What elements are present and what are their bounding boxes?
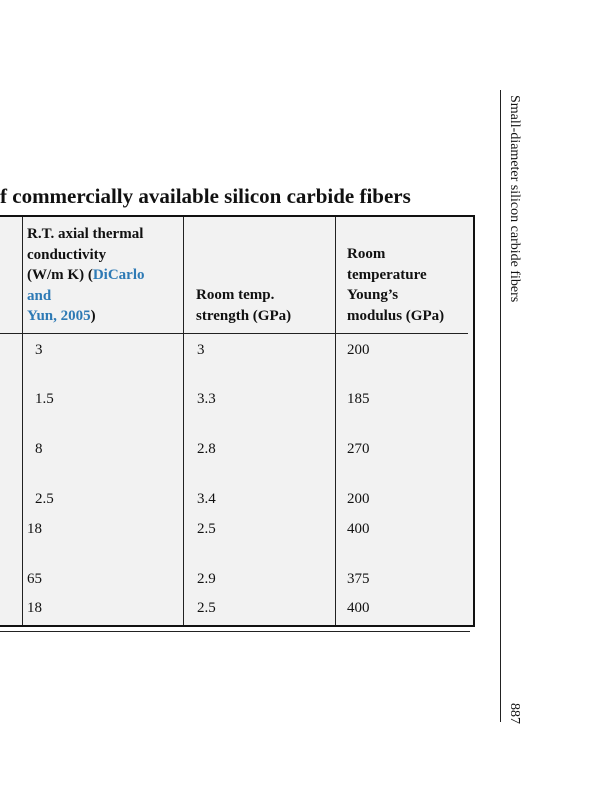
table-cell: 1.5 — [35, 391, 54, 407]
table-cell: 185 — [347, 391, 370, 407]
table-cell: 200 — [347, 491, 370, 507]
table-cell: 18 — [27, 521, 42, 537]
header-line: Young’s — [347, 287, 399, 303]
column-divider — [22, 217, 23, 625]
table-cell: 2.8 — [197, 441, 216, 457]
citation-link[interactable]: and — [27, 287, 52, 304]
header-line: Room temp. — [196, 287, 275, 303]
header-line: temperature — [347, 266, 427, 283]
citation-link[interactable]: DiCarlo — [92, 267, 145, 283]
header-text: (W/m K) ( — [27, 267, 93, 283]
header-cell: Room temperature Young’s modulus (GPa) — [347, 244, 444, 326]
table-cell: 3 — [197, 342, 205, 358]
table-cell: 18 — [27, 600, 42, 616]
header-line: Room — [347, 246, 386, 262]
header-text: ) — [90, 308, 96, 324]
table-cell: 375 — [347, 571, 370, 587]
table-cell: 3 — [35, 342, 43, 358]
header-cell: R.T. axial thermal conductivity (W/m K) … — [27, 224, 145, 327]
table-cell: 2.9 — [197, 571, 216, 587]
header-line: conductivity — [27, 246, 107, 263]
header-rule — [0, 333, 468, 334]
table-cell: 65 — [27, 571, 42, 587]
running-head: Small-diameter silicon carbide fibers — [507, 95, 522, 303]
margin-rule — [500, 90, 501, 722]
table: R.T. axial thermal conductivity (W/m K) … — [0, 215, 475, 627]
header-line: strength (GPa) — [196, 307, 292, 324]
table-cell: 3.3 — [197, 391, 216, 407]
header-cell: Room temp. strength (GPa) — [196, 285, 291, 326]
table-cell: 270 — [347, 441, 370, 457]
citation-link[interactable]: Yun, 2005 — [27, 308, 91, 324]
header-line: R.T. axial thermal — [27, 226, 144, 242]
column-divider — [183, 217, 184, 625]
header-line: Yun, 2005) — [27, 306, 145, 327]
table-cell: 2.5 — [35, 491, 54, 507]
table-cell: 3.4 — [197, 491, 216, 507]
table-cell: 200 — [347, 342, 370, 358]
table-cell: 400 — [347, 600, 370, 616]
table-title: f commercially available silicon carbide… — [0, 184, 411, 208]
header-line: modulus (GPa) — [347, 307, 445, 324]
page-number: 887 — [507, 703, 522, 724]
table-cell: 8 — [35, 441, 43, 457]
table-cell: 2.5 — [197, 600, 216, 616]
table-foot-rule — [0, 631, 470, 632]
header-line: (W/m K) (DiCarlo — [27, 265, 145, 286]
table-cell: 400 — [347, 521, 370, 537]
table-cell: 2.5 — [197, 521, 216, 537]
column-divider — [335, 217, 336, 625]
